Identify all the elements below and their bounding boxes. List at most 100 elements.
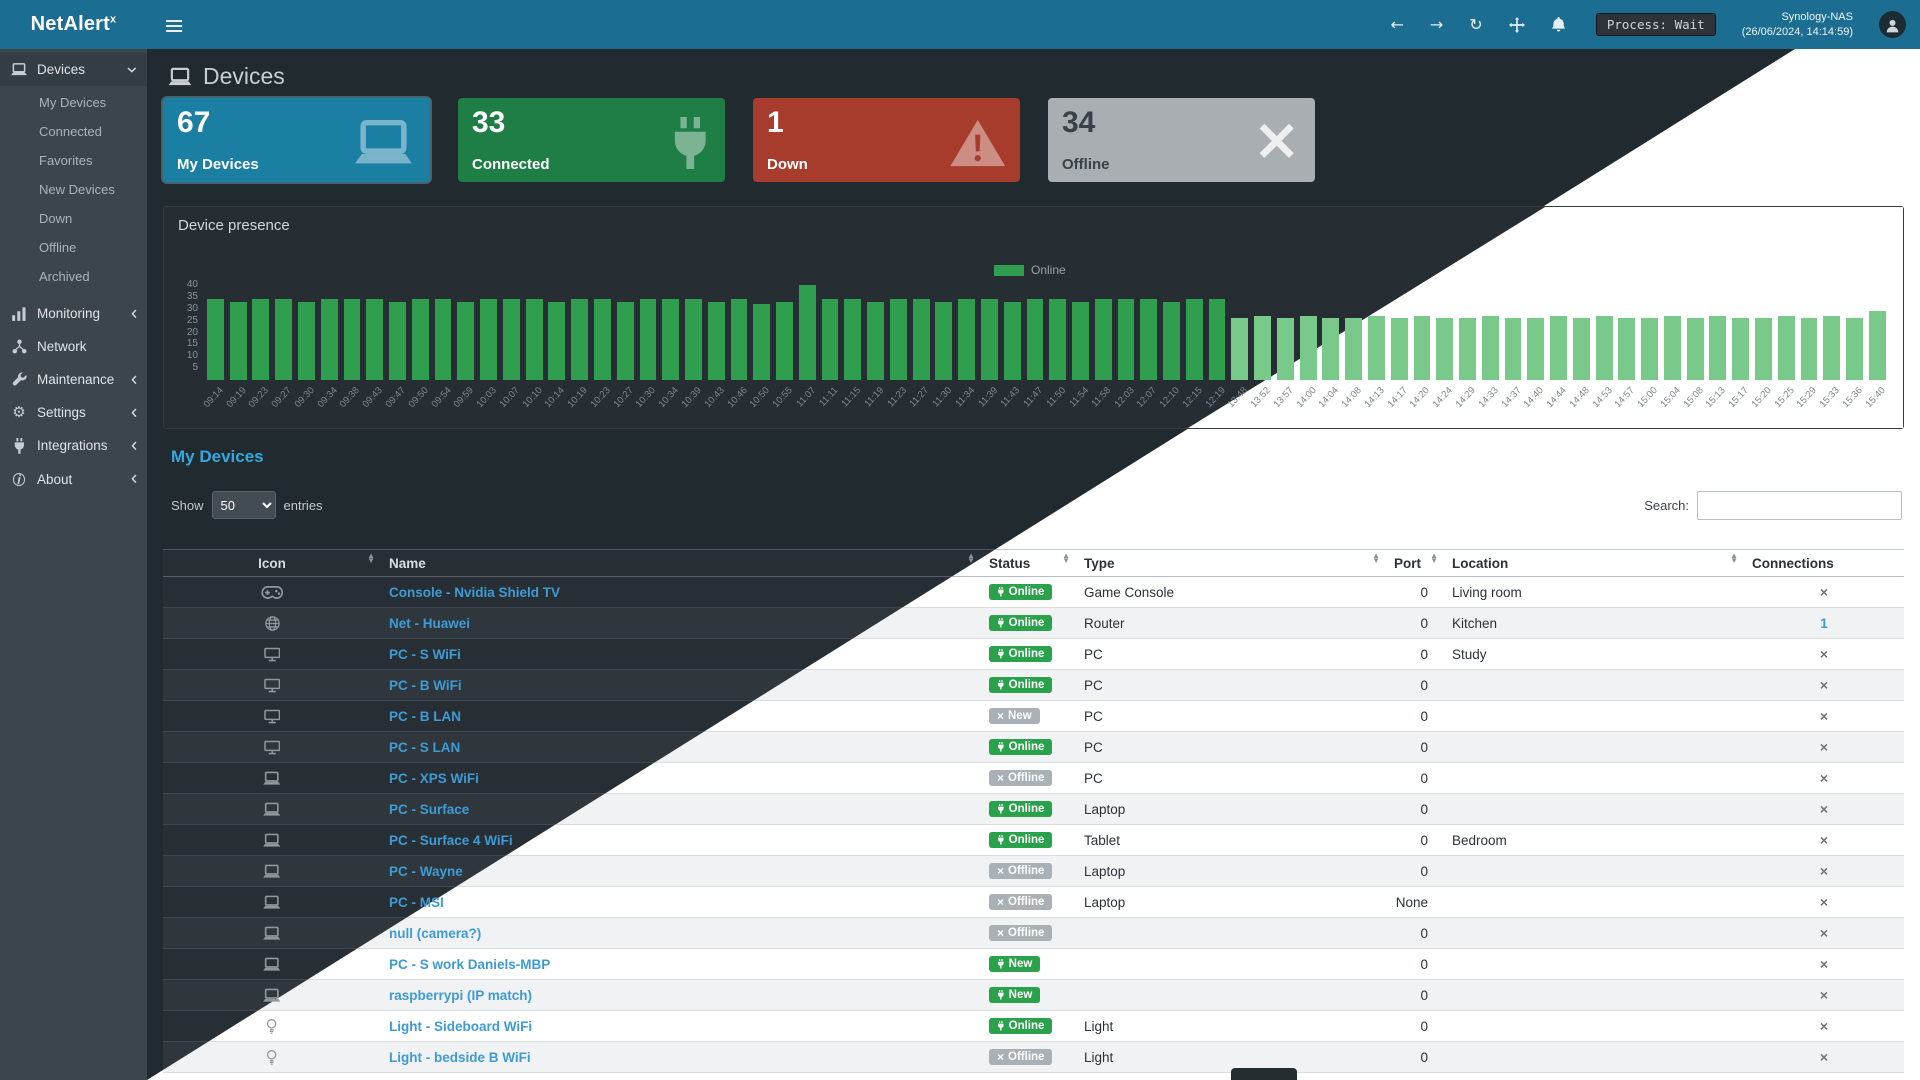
table-row[interactable]: PC - XPS WiFi × Offline PC 0 × — [163, 762, 1904, 794]
sidebar-item-connected[interactable]: Connected — [39, 124, 102, 139]
stat-card-offline[interactable]: 34 × Offline — [1048, 98, 1315, 182]
user-avatar[interactable] — [1879, 11, 1906, 38]
column-header-status[interactable]: Status — [981, 549, 1076, 577]
sidebar-item-my-devices[interactable]: My Devices — [39, 95, 107, 110]
chart-bar-slot — [1411, 285, 1434, 380]
sidebar-item-devices[interactable]: Devices — [0, 53, 147, 86]
table-row[interactable]: PC - S work Daniels-MBP New 0 × — [163, 948, 1904, 980]
chevron-left-icon — [131, 474, 137, 484]
move-icon[interactable] — [1508, 16, 1525, 33]
column-header-location[interactable]: Location — [1444, 549, 1744, 577]
sidebar-item-offline[interactable]: Offline — [39, 240, 77, 255]
sort-icon[interactable] — [967, 554, 975, 564]
device-connections-cell: × — [1744, 793, 1904, 825]
column-header-name[interactable]: Name — [381, 549, 981, 577]
stat-card-down[interactable]: 1 Down — [753, 98, 1020, 182]
sort-icon[interactable] — [1062, 554, 1070, 564]
plug-icon — [997, 990, 1005, 1000]
brand-logo[interactable]: NetAlertx — [30, 13, 117, 35]
table-row[interactable]: PC - S LAN Online PC 0 × — [163, 731, 1904, 763]
device-name-link[interactable]: Console - Nvidia Shield TV — [389, 584, 561, 600]
stat-card-connected[interactable]: 33 Connected — [458, 98, 725, 182]
sidebar-item-about[interactable]: i About — [0, 463, 147, 496]
back-arrow-icon[interactable]: ← — [1390, 14, 1404, 34]
stat-card-my-devices[interactable]: 67 My Devices — [163, 98, 430, 182]
chart-bar-slot — [250, 285, 273, 380]
x-tick-label: 11:58 — [1089, 385, 1114, 410]
device-type-cell: Laptop — [1076, 793, 1386, 825]
device-name-link[interactable]: PC - S LAN — [389, 739, 461, 755]
sidebar-item-maintenance[interactable]: Maintenance — [0, 363, 147, 396]
table-row[interactable]: PC - B WiFi Online PC 0 × — [163, 669, 1904, 701]
device-name-link[interactable]: Light - Sideboard WiFi — [389, 1018, 533, 1034]
forward-arrow-icon[interactable]: → — [1429, 14, 1444, 34]
device-name-link[interactable]: PC - S work Daniels-MBP — [389, 956, 551, 972]
chart-bar-slot — [819, 285, 842, 380]
menu-toggle-button[interactable] — [165, 16, 183, 32]
table-row[interactable]: PC - Wayne × Offline Laptop 0 × — [163, 855, 1904, 887]
chart-x-axis: 09:14 09:19 09:23 09:27 09:30 09:34 09:38 09:43… — [201, 384, 1889, 428]
table-row[interactable]: Light - bedside B WiFi × Offline Light 0 × — [163, 1041, 1904, 1073]
connections-link[interactable]: 1 — [1820, 615, 1828, 631]
device-name-link[interactable]: PC - Surface — [389, 801, 470, 817]
status-label: Online — [1008, 803, 1045, 815]
column-header-type[interactable]: Type — [1076, 549, 1386, 577]
laptop-icon — [262, 801, 282, 818]
sort-icon[interactable] — [1430, 554, 1438, 564]
sidebar-item-archived[interactable]: Archived — [39, 269, 90, 284]
table-row[interactable]: Light - Sideboard WiFi Online Light 0 × — [163, 1010, 1904, 1042]
entries-select[interactable]: 50 — [211, 491, 276, 519]
refresh-icon[interactable]: ↻ — [1469, 14, 1483, 34]
table-row[interactable]: PC - B LAN × New PC 0 × — [163, 700, 1904, 732]
device-name-link[interactable]: null (camera?) — [389, 925, 482, 941]
sort-icon[interactable] — [1372, 554, 1380, 564]
device-status-cell: × Offline — [981, 855, 1076, 887]
device-status-cell: Online — [981, 731, 1076, 763]
sidebar-item-integrations[interactable]: Integrations — [0, 429, 147, 463]
table-row[interactable]: raspberrypi (IP match) New 0 × — [163, 979, 1904, 1011]
table-row[interactable]: PC - Surface 4 WiFi Online Tabl​et 0 Bedroom… — [163, 824, 1904, 856]
no-connections-icon: × — [1819, 739, 1829, 755]
device-name-link[interactable]: PC - Wayne — [389, 863, 463, 879]
sidebar-item-new-devices[interactable]: New Devices — [39, 182, 115, 197]
table-row[interactable]: PC - S WiFi Online PC 0 Study × — [163, 638, 1904, 670]
pagination-button-partial[interactable] — [1231, 1068, 1297, 1080]
sidebar-item-monitoring[interactable]: Monitoring — [0, 297, 147, 330]
chart-bar — [502, 299, 520, 380]
sidebar-item-network[interactable]: Network — [0, 330, 147, 363]
device-location-cell — [1444, 762, 1744, 794]
device-name-link[interactable]: raspberrypi (IP match) — [389, 987, 533, 1003]
device-name-link[interactable]: PC - Surface 4 WiFi — [389, 832, 513, 848]
device-name-link[interactable]: PC - B LAN — [389, 708, 461, 724]
table-row[interactable]: Console - Nvidia Shield TV Online Game Con… — [163, 576, 1904, 608]
chart-icon — [10, 306, 28, 321]
column-header-icon[interactable]: Icon — [163, 549, 381, 577]
panel-title: Device presence — [178, 217, 290, 234]
column-header-connections[interactable]: Connections — [1744, 549, 1904, 577]
bell-icon[interactable] — [1551, 16, 1566, 33]
sidebar-item-settings[interactable]: ⚙ Settings — [0, 396, 147, 429]
table-row[interactable]: null (camera?) × Offline 0 × — [163, 917, 1904, 949]
sort-icon[interactable] — [1730, 554, 1738, 564]
device-name-cell: PC - S work Daniels-MBP — [381, 948, 981, 980]
device-name-link[interactable]: PC - MSI — [389, 894, 444, 910]
device-name-link[interactable]: Net - Huawei — [389, 615, 471, 631]
table-row[interactable]: Net - Huawei Online Router 0 Kitchen 1 — [163, 607, 1904, 639]
chevron-down-icon — [127, 67, 137, 73]
sort-icon[interactable] — [367, 554, 375, 564]
table-row[interactable]: PC - MSI × Offline Laptop None × — [163, 886, 1904, 918]
device-status-cell: New — [981, 948, 1076, 980]
chart-bar — [1686, 318, 1704, 380]
host-info: Synology-NAS (26/06/2024, 14:14:59) — [1742, 10, 1853, 39]
device-name-link[interactable]: PC - XPS WiFi — [389, 770, 479, 786]
table-row[interactable]: PC - Surface Online Laptop 0 × — [163, 793, 1904, 825]
device-name-link[interactable]: PC - B WiFi — [389, 677, 462, 693]
column-header-port[interactable]: Port — [1386, 549, 1444, 577]
sidebar-item-down[interactable]: Down — [39, 211, 73, 226]
process-status-badge[interactable]: Process: Wait — [1595, 13, 1716, 36]
device-name-link[interactable]: PC - S WiFi — [389, 646, 461, 662]
sidebar-item-favorites[interactable]: Favorites — [39, 153, 93, 168]
device-name-link[interactable]: Light - bedside B WiFi — [389, 1049, 531, 1065]
device-status-cell: × Offline — [981, 886, 1076, 918]
search-input[interactable] — [1697, 490, 1902, 520]
